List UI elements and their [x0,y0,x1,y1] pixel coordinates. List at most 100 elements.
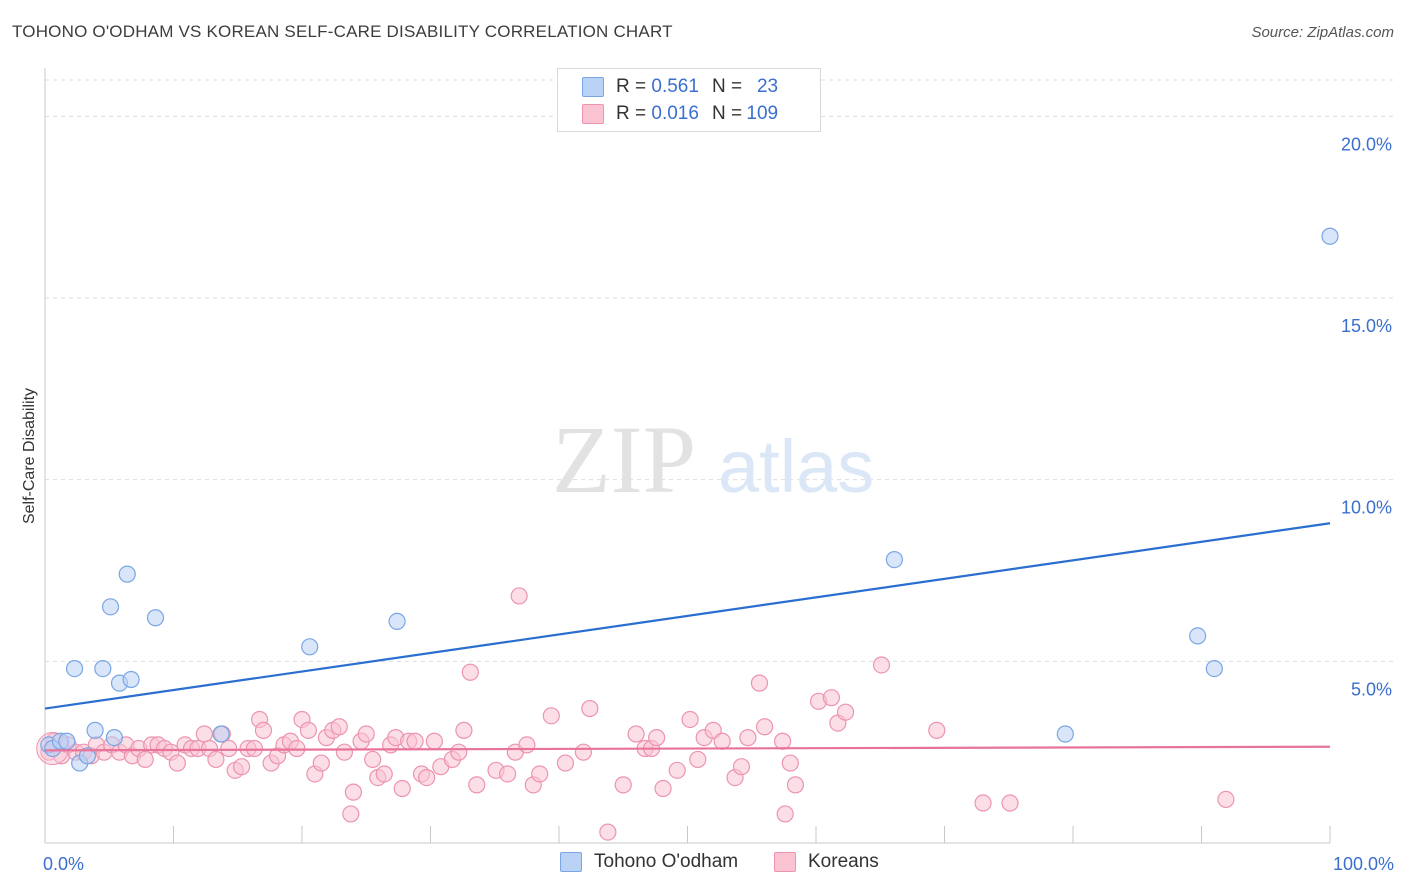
korean-point [254,721,273,739]
korean-point [786,776,805,794]
tohono-point [58,732,76,750]
n-value: 109 [746,103,779,124]
korean-point [574,743,593,761]
korean-point [499,765,517,783]
blue-swatch [560,852,582,872]
korean-point [245,739,264,758]
korean-point [393,779,411,798]
korean-point [418,768,436,787]
korean-point [461,663,479,681]
korean-point [542,707,560,725]
korean-point [136,750,154,769]
korean-point [732,758,751,776]
korean-point [668,761,686,779]
korean-point [299,721,318,739]
korean-point [556,754,575,772]
tohono-point [146,609,165,627]
tohono-point [1189,627,1207,645]
korean-point [776,805,794,823]
watermark-atlas: atlas [718,425,874,508]
korean-point [713,732,731,750]
korean-point [928,721,946,739]
korean-point [1217,790,1235,809]
y-tick-label: 10.0% [1341,498,1392,518]
tohono-point [885,550,903,569]
tohono-point [118,565,136,583]
y-axis-label: Self-Care Disability [21,388,38,524]
grid-lines [45,79,1394,662]
korean-point [312,754,330,772]
tohono-point [101,598,120,616]
korean-point [822,689,841,707]
tohono-point [1205,659,1223,678]
korean-point [614,776,632,794]
r-value: 0.561 [651,76,699,97]
x-tick-label: 0.0% [43,854,84,874]
r-label: R = [616,103,647,124]
korean-point [599,823,617,841]
blue-swatch [582,77,604,97]
korean-point [344,783,362,801]
korean-point [364,750,382,769]
korean-point [773,732,792,750]
tohono-trend-line [44,522,1331,710]
correlation-legend: R = 0.561 N = 23 R = 0.016 N = 109 [557,68,821,132]
korean-point [1001,794,1019,812]
r-value: 0.016 [651,103,699,124]
r-label: R = [616,76,647,97]
korean-point [974,794,992,812]
legend-label: Tohono O'odham [594,851,739,872]
tohono-point [78,747,97,765]
korean-point [581,699,599,718]
tohono-point [1056,725,1074,743]
tick-labels: 5.0% 10.0% 15.0% 20.0% 0.0% 100.0% [43,134,1394,874]
y-tick-label: 5.0% [1351,679,1392,699]
korean-point [518,736,536,754]
korean-point [406,732,424,750]
legend-item-tohono: Tohono O'odham [560,851,738,873]
korean-point [510,587,528,605]
y-tick-label: 15.0% [1341,316,1392,336]
korean-trend-line [44,745,1331,752]
korean-point [739,729,757,747]
tohono-point [301,638,319,656]
korean-point [207,750,225,769]
korean-point [357,725,375,743]
korean-point [168,754,186,772]
korean-point [220,739,238,758]
tohono-point [65,659,84,678]
tohono-point [212,725,230,743]
watermark-zip: ZIP [552,406,696,513]
axes [44,68,1331,844]
source-label: Source: ZipAtlas.com [1251,24,1394,41]
korean-point [681,710,699,729]
x-tick-label: 100.0% [1333,854,1394,874]
legend-row-koreans: R = 0.016 N = 109 [582,102,778,126]
n-value: 23 [756,76,779,97]
tohono-point [94,659,112,678]
tohono-point [105,729,123,747]
korean-point [755,718,774,736]
tohono-point [122,670,140,689]
n-label: N = [712,103,743,124]
korean-point [195,725,213,743]
trend-lines [44,522,1331,752]
pink-swatch [774,852,796,872]
korean-point [233,758,251,776]
korean-point [450,743,468,761]
korean-point [468,776,486,794]
korean-point [375,765,393,783]
korean-point [627,725,645,743]
series-tohono-oodham [40,227,1339,772]
korean-point [455,721,473,739]
pink-swatch [582,104,604,124]
korean-point [781,754,799,772]
n-label: N = [712,76,743,97]
korean-point [648,729,666,747]
legend-row-tohono: R = 0.561 N = 23 [582,75,778,99]
tohono-point [86,721,104,739]
series-koreans [36,587,1235,841]
korean-point [330,718,348,736]
korean-point [689,750,707,769]
